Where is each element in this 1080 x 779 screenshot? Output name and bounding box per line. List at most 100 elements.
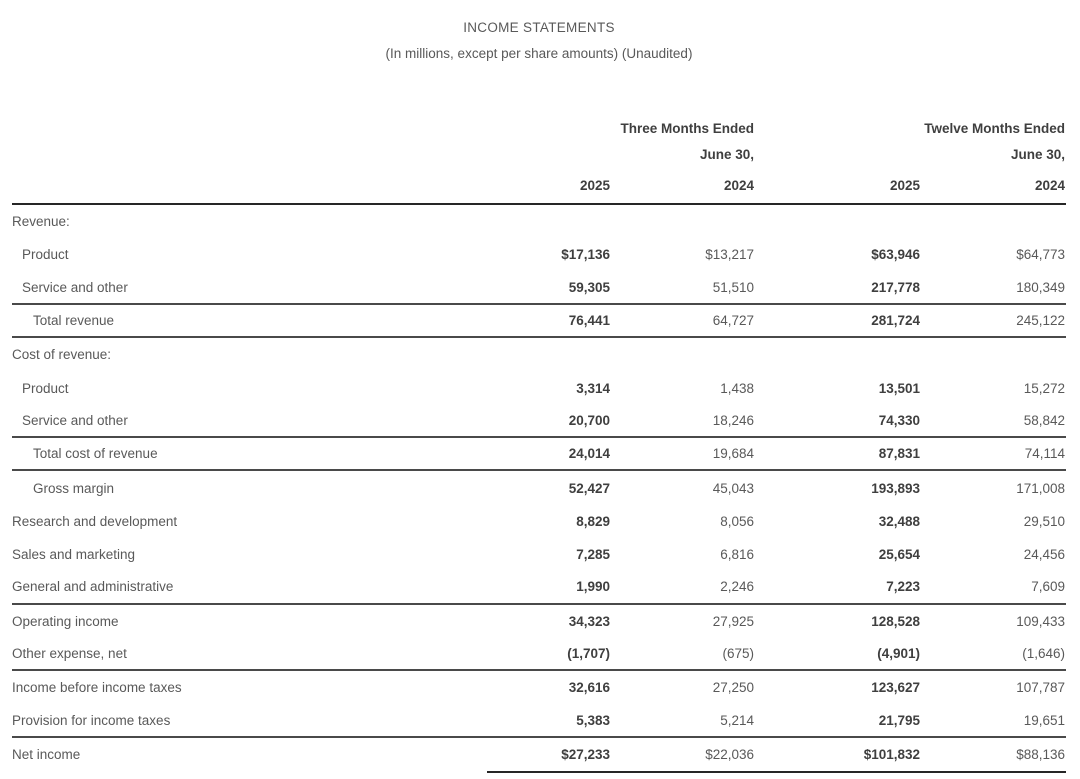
value-cell: 171,008 [1016, 480, 1065, 496]
table-row: Income before income taxes 32,616 27,250 12… [12, 671, 1066, 704]
table-row: Service and other 59,305 51,510 217,778 180,… [12, 272, 1066, 305]
value-cell: 45,043 [712, 480, 754, 496]
value-cell: 34,323 [568, 613, 610, 629]
year-header-row: 2025 2024 2025 2024 [12, 167, 1066, 205]
value-cell: 51,510 [712, 279, 754, 295]
period-group-header-row: Three Months Ended Twelve Months Ended [12, 115, 1066, 141]
table-row: Sales and marketing 7,285 6,816 25,654 24,45… [12, 538, 1066, 571]
row-label: Service and other [22, 412, 128, 428]
table-row: Cost of revenue: [12, 338, 1066, 371]
year-column-header: 2025 [889, 177, 920, 193]
value-cell: 21,795 [878, 712, 920, 728]
row-label: Cost of revenue: [12, 347, 112, 363]
value-cell: 8,829 [576, 513, 610, 529]
value-cell: 64,727 [712, 313, 754, 329]
table-row: Provision for income taxes 5,383 5,214 21,7… [12, 704, 1066, 738]
value-cell: 123,627 [871, 680, 920, 696]
value-cell: $27,233 [561, 746, 610, 762]
value-cell: 7,609 [1031, 579, 1065, 595]
value-cell: 13,501 [878, 380, 920, 396]
row-label: Research and development [12, 513, 178, 529]
table-row: Operating income 34,323 27,925 128,528 109,4… [12, 605, 1066, 638]
value-cell: 74,114 [1024, 446, 1065, 462]
value-cell: 8,056 [720, 513, 754, 529]
value-cell: 6,816 [720, 547, 754, 563]
value-cell: 29,510 [1023, 513, 1065, 529]
value-cell: 27,250 [712, 680, 754, 696]
table-row: Total revenue 76,441 64,727 281,724 245,122 [12, 305, 1066, 339]
row-label: Gross margin [33, 480, 115, 496]
table-row: General and administrative 1,990 2,246 7,22… [12, 571, 1066, 605]
value-cell: 87,831 [878, 446, 920, 462]
value-cell: 1,438 [720, 380, 754, 396]
value-cell: $101,832 [863, 746, 920, 762]
period-group-label-twelve-months: Twelve Months Ended [924, 120, 1065, 136]
row-label: Net income [12, 746, 81, 762]
table-row: Total cost of revenue 24,014 19,684 87,831 7… [12, 438, 1066, 472]
value-cell: 193,893 [871, 480, 920, 496]
value-cell: 32,616 [568, 680, 610, 696]
statement-rows: Revenue: Product $17,136 $13,217 $63,946 $64,… [12, 205, 1066, 774]
value-cell: 7,285 [576, 547, 610, 563]
value-cell: 15,272 [1023, 380, 1065, 396]
table-row: Product 3,314 1,438 13,501 15,272 [12, 371, 1066, 404]
value-cell: $63,946 [871, 247, 920, 263]
row-label: Sales and marketing [12, 547, 136, 563]
value-cell: $88,136 [1016, 746, 1065, 762]
table-row: Product $17,136 $13,217 $63,946 $64,773 [12, 238, 1066, 271]
row-label: Total cost of revenue [33, 446, 158, 462]
row-label: Operating income [12, 613, 119, 629]
table-row: Net income $27,233 $22,036 $101,832 $88,136 [12, 738, 1066, 774]
year-column-header: 2025 [579, 177, 610, 193]
value-cell: 25,654 [878, 547, 920, 563]
table-row: Other expense, net (1,707) (675) (4,901) (1,… [12, 638, 1066, 672]
value-cell: $17,136 [561, 247, 610, 263]
period-date-label-three-months: June 30, [699, 146, 754, 162]
value-cell: 74,330 [878, 412, 920, 428]
value-cell: 7,223 [886, 579, 920, 595]
value-cell: 5,214 [720, 712, 754, 728]
value-cell: 245,122 [1016, 313, 1065, 329]
value-cell: 20,700 [568, 412, 610, 428]
value-cell: 2,246 [720, 579, 754, 595]
table-row: Research and development 8,829 8,056 32,488… [12, 505, 1066, 538]
row-label: Product [22, 247, 69, 263]
income-statement-title: INCOME STATEMENTS [463, 20, 615, 35]
value-cell: $64,773 [1016, 247, 1065, 263]
value-cell: 281,724 [871, 313, 920, 329]
value-cell: (1,646) [1022, 646, 1065, 661]
value-cell: 27,925 [712, 613, 754, 629]
row-label: Service and other [22, 279, 128, 295]
row-label: General and administrative [12, 579, 174, 595]
row-label: Other expense, net [12, 646, 127, 661]
value-cell: $22,036 [705, 746, 754, 762]
value-cell: 18,246 [712, 412, 754, 428]
period-date-header-row: June 30, June 30, [12, 141, 1066, 167]
value-cell: 19,684 [712, 446, 754, 462]
value-cell: $13,217 [705, 247, 754, 263]
value-cell: 5,383 [576, 712, 610, 728]
value-cell: 24,456 [1023, 547, 1065, 563]
value-cell: 52,427 [568, 480, 610, 496]
value-cell: 32,488 [878, 513, 920, 529]
value-cell: 180,349 [1016, 279, 1065, 295]
value-cell: (4,901) [877, 646, 920, 661]
table-row: Service and other 20,700 18,246 74,330 58,84… [12, 405, 1066, 439]
value-cell: 59,305 [568, 279, 610, 295]
table-row: Gross margin 52,427 45,043 193,893 171,008 [12, 471, 1066, 504]
value-cell: 107,787 [1016, 680, 1065, 696]
value-cell: 24,014 [568, 446, 610, 462]
value-cell: 3,314 [576, 380, 610, 396]
row-label: Total revenue [33, 313, 115, 329]
value-cell: 19,651 [1023, 712, 1065, 728]
statement-table: Three Months Ended Twelve Months Ended J… [12, 115, 1066, 774]
table-row: Revenue: [12, 205, 1066, 238]
income-statement-subtitle: (In millions, except per share amounts) … [385, 46, 693, 61]
value-cell: 128,528 [871, 613, 920, 629]
year-column-header: 2024 [1034, 177, 1065, 193]
net-income-underline [487, 771, 1066, 774]
row-label: Revenue: [12, 214, 70, 230]
value-cell: 217,778 [871, 279, 920, 295]
value-cell: 109,433 [1016, 613, 1065, 629]
value-cell: (675) [722, 646, 754, 661]
